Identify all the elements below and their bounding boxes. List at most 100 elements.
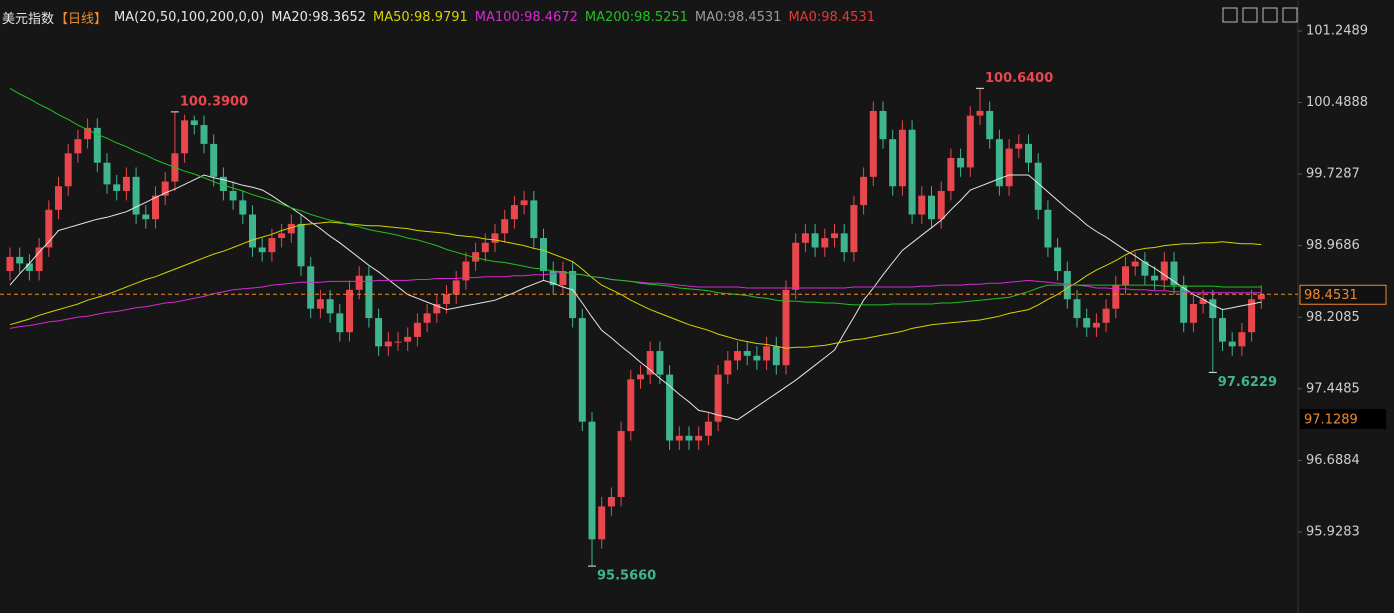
- y-tick-label: 95.9283: [1306, 524, 1360, 539]
- candle-body: [472, 252, 480, 262]
- candle-body: [384, 341, 392, 347]
- candle-body: [346, 289, 353, 333]
- candles: [6, 88, 1265, 567]
- candle-body: [132, 176, 140, 215]
- candle-body: [1112, 285, 1120, 309]
- candle-body: [811, 233, 819, 248]
- icon[interactable]: [1282, 7, 1298, 23]
- candle-body: [569, 271, 577, 319]
- candle-body: [908, 129, 916, 215]
- candle-body: [394, 341, 402, 343]
- candle-body: [103, 162, 111, 185]
- legend-entry: MA0:98.4531: [694, 10, 782, 25]
- candle-body: [55, 186, 62, 210]
- candle-body: [889, 139, 897, 187]
- candle-body: [947, 158, 955, 191]
- price-label: 97.1289: [1304, 412, 1358, 427]
- ma-line: [9, 221, 1262, 349]
- y-tick-label: 98.2085: [1306, 310, 1360, 325]
- candle-body: [850, 205, 858, 253]
- candle-body: [433, 303, 441, 314]
- legend-entry: MA0:98.4531: [788, 10, 875, 25]
- candle-body: [190, 120, 198, 126]
- candle-body: [821, 238, 829, 248]
- candle-body: [200, 125, 208, 144]
- candle-body: [675, 435, 683, 441]
- y-tick-label: 100.4888: [1306, 95, 1368, 110]
- candle-body: [578, 318, 586, 422]
- candle-body: [879, 110, 887, 140]
- price-label: 98.4531: [1304, 288, 1358, 303]
- candle-body: [297, 223, 305, 267]
- candle-body: [540, 238, 547, 272]
- candle-body: [695, 435, 703, 441]
- y-tick-label: 96.6884: [1306, 453, 1360, 468]
- candle-body: [1189, 303, 1197, 323]
- candle-body: [627, 379, 635, 432]
- candle-body: [355, 275, 363, 290]
- candle-body: [1160, 261, 1168, 281]
- candle-body: [481, 242, 489, 253]
- candle-body: [462, 261, 470, 281]
- candle-body: [598, 506, 606, 540]
- candle-body: [656, 351, 664, 375]
- candle-body: [491, 233, 499, 243]
- indicator: MA(20,50,100,200,0,0): [114, 10, 265, 25]
- candle-body: [1238, 332, 1246, 347]
- candle-body: [1248, 299, 1256, 333]
- candle-body: [1180, 285, 1188, 323]
- candle-body: [1102, 308, 1110, 323]
- candle-body: [840, 233, 848, 253]
- period: 【日线】: [55, 12, 108, 27]
- candle-body: [258, 247, 266, 253]
- y-tick-label: 97.4485: [1306, 381, 1360, 396]
- candle-body: [831, 233, 838, 239]
- legend-entry: MA100:98.4672: [474, 10, 578, 25]
- candle-body: [219, 176, 227, 191]
- icon[interactable]: [1262, 7, 1278, 23]
- candle-body: [316, 299, 324, 309]
- candle-body: [152, 195, 159, 220]
- price-box: [1299, 284, 1387, 305]
- candle-body: [520, 200, 528, 206]
- candle-body: [1141, 261, 1149, 276]
- y-tick-label: 101.2489: [1306, 23, 1368, 38]
- icon[interactable]: [1242, 7, 1258, 23]
- candle-body: [559, 271, 567, 286]
- ma-line: [9, 174, 1262, 421]
- candle-body: [1131, 261, 1139, 267]
- candle-body: [501, 219, 509, 234]
- candle-body: [724, 360, 732, 375]
- candle-body: [1054, 247, 1062, 272]
- candle-body: [1122, 266, 1129, 286]
- extreme-label: 100.6400: [985, 71, 1053, 86]
- icon[interactable]: [1222, 7, 1238, 23]
- candle-body: [229, 190, 237, 201]
- candle-body: [1219, 318, 1226, 342]
- candle-body: [792, 242, 800, 290]
- candle-body: [937, 190, 945, 220]
- candle-body: [1005, 148, 1013, 187]
- candle-body: [763, 346, 771, 361]
- candle-body: [1209, 299, 1217, 319]
- ma-line: [9, 87, 1262, 306]
- candle-body: [1083, 318, 1091, 328]
- candle-body: [375, 318, 383, 347]
- candle-body: [423, 313, 431, 323]
- candle-body: [1073, 299, 1081, 319]
- candle-body: [918, 195, 926, 215]
- candle-body: [869, 110, 877, 177]
- candle-body: [549, 271, 557, 286]
- legend-entry: MA50:98.9791: [373, 10, 468, 25]
- candle-body: [181, 120, 189, 154]
- extreme-label: 97.6229: [1218, 375, 1277, 390]
- candle-body: [753, 355, 761, 361]
- candle-body: [122, 176, 130, 191]
- candle-body: [249, 214, 256, 248]
- candle-body: [64, 153, 72, 187]
- y-tick-label: 98.9686: [1306, 238, 1360, 253]
- candle-body: [588, 421, 596, 540]
- price-box: [1300, 408, 1386, 429]
